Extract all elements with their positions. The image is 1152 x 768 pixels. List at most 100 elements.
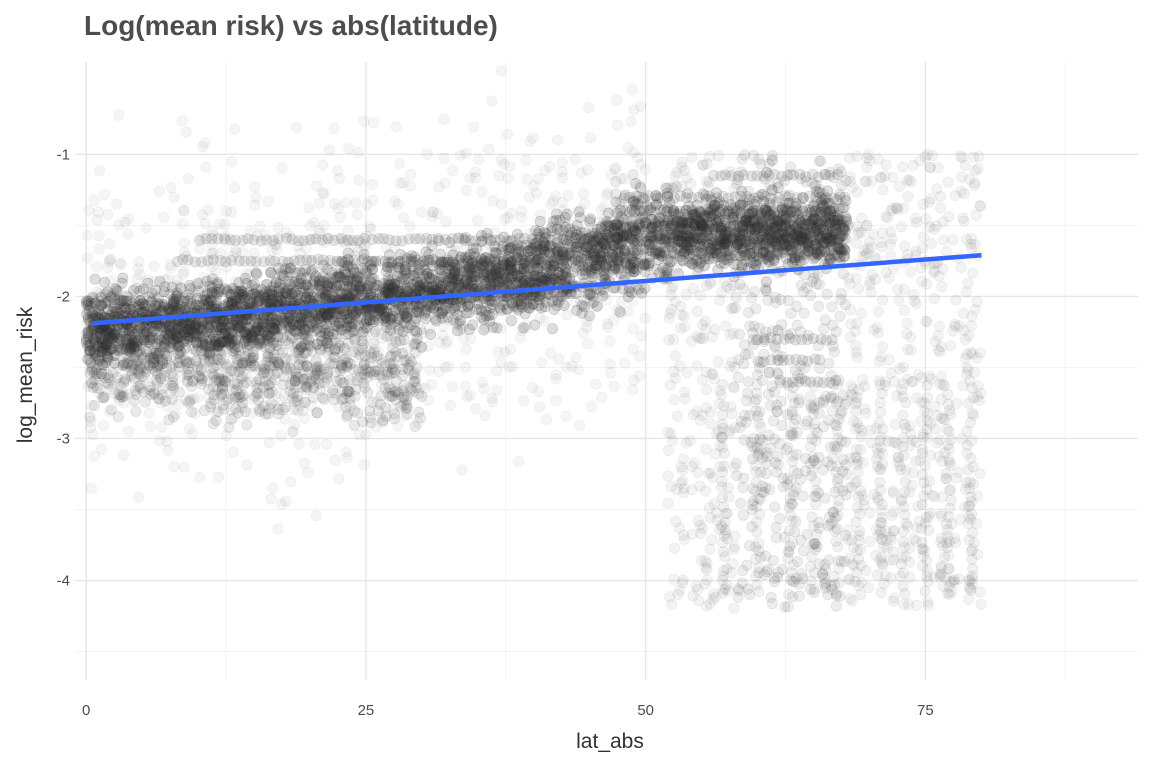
scatter-point <box>248 247 260 259</box>
scatter-point <box>222 299 234 311</box>
scatter-point <box>196 232 208 244</box>
scatter-point <box>820 228 832 240</box>
scatter-point <box>442 311 454 323</box>
scatter-point <box>666 255 678 267</box>
scatter-point <box>294 266 306 278</box>
scatter-point <box>254 220 266 232</box>
scatter-point <box>813 233 825 245</box>
scatter-point <box>301 345 313 357</box>
scatter-point <box>741 215 753 227</box>
scatter-point <box>576 299 588 311</box>
scatter-point <box>367 117 379 129</box>
scatter-point <box>760 238 772 250</box>
scatter-point <box>689 209 701 221</box>
scatter-point <box>682 230 694 242</box>
scatter-point <box>712 198 724 210</box>
scatter-point <box>469 403 481 415</box>
scatter-point <box>752 233 764 245</box>
scatter-point <box>491 263 503 275</box>
scatter-point <box>460 184 472 196</box>
scatter-point <box>216 358 228 370</box>
scatter-point <box>128 306 140 318</box>
scatter-point <box>719 208 731 220</box>
scatter-point <box>513 243 525 255</box>
scatter-point <box>661 187 673 199</box>
scatter-point <box>237 246 249 258</box>
scatter-point <box>755 207 767 219</box>
scatter-point <box>191 336 203 348</box>
scatter-point <box>440 302 452 314</box>
scatter-point <box>749 221 761 233</box>
scatter-point <box>520 154 532 166</box>
scatter-point <box>595 250 607 262</box>
scatter-point <box>487 321 499 333</box>
scatter-point <box>293 278 305 290</box>
scatter-point <box>548 260 560 272</box>
scatter-point <box>408 264 420 276</box>
scatter-point <box>201 326 213 338</box>
scatter-point <box>177 218 189 230</box>
scatter-point <box>388 265 400 277</box>
scatter-point <box>177 268 189 280</box>
scatter-point <box>767 253 779 265</box>
scatter-point <box>609 262 621 274</box>
scatter-point <box>512 251 524 263</box>
scatter-point <box>422 255 434 267</box>
scatter-point <box>343 313 355 325</box>
scatter-point <box>440 216 452 228</box>
scatter-point <box>794 234 806 246</box>
scatter-point <box>823 198 835 210</box>
scatter-point <box>309 439 321 451</box>
scatter-point <box>627 384 639 396</box>
scatter-point <box>464 298 476 310</box>
scatter-point <box>686 236 698 248</box>
scatter-point <box>391 315 403 327</box>
scatter-point <box>586 401 598 413</box>
scatter-point <box>295 279 307 291</box>
scatter-point <box>765 225 777 237</box>
scatter-point <box>792 208 804 220</box>
scatter-point <box>436 312 448 324</box>
scatter-point <box>211 324 223 336</box>
scatter-point <box>468 121 480 133</box>
scatter-point <box>401 310 413 322</box>
scatter-point <box>162 400 174 412</box>
scatter-point <box>486 270 498 282</box>
scatter-point <box>627 323 639 335</box>
scatter-point <box>130 405 142 417</box>
scatter-point <box>100 340 112 352</box>
scatter-point <box>501 303 513 315</box>
scatter-point <box>220 430 232 442</box>
scatter-point <box>154 359 166 371</box>
scatter-point <box>266 285 278 297</box>
scatter-point <box>194 243 206 255</box>
scatter-point <box>316 284 328 296</box>
scatter-point <box>299 291 311 303</box>
scatter-point <box>444 281 456 293</box>
scatter-point <box>552 245 564 257</box>
scatter-point <box>421 268 433 280</box>
scatter-point <box>384 358 396 370</box>
scatter-point <box>528 180 540 192</box>
scatter-point <box>132 491 144 503</box>
scatter-point <box>324 144 336 156</box>
scatter-point <box>691 214 703 226</box>
scatter-point <box>200 161 212 173</box>
scatter-point <box>467 270 479 282</box>
scatter-point <box>421 300 433 312</box>
scatter-point <box>250 325 262 337</box>
scatter-point <box>556 157 568 169</box>
scatter-point <box>828 228 840 240</box>
scatter-point <box>770 238 782 250</box>
scatter-point <box>501 128 513 140</box>
scatter-point <box>291 121 303 133</box>
scatter-point <box>634 179 646 191</box>
scatter-point <box>460 240 472 252</box>
scatter-point <box>331 375 343 387</box>
scatter-point <box>819 194 831 206</box>
scatter-point <box>512 456 524 468</box>
scatter-point <box>781 206 793 218</box>
scatter-point <box>626 204 638 216</box>
scatter-point <box>93 230 105 242</box>
scatter-point <box>410 313 422 325</box>
